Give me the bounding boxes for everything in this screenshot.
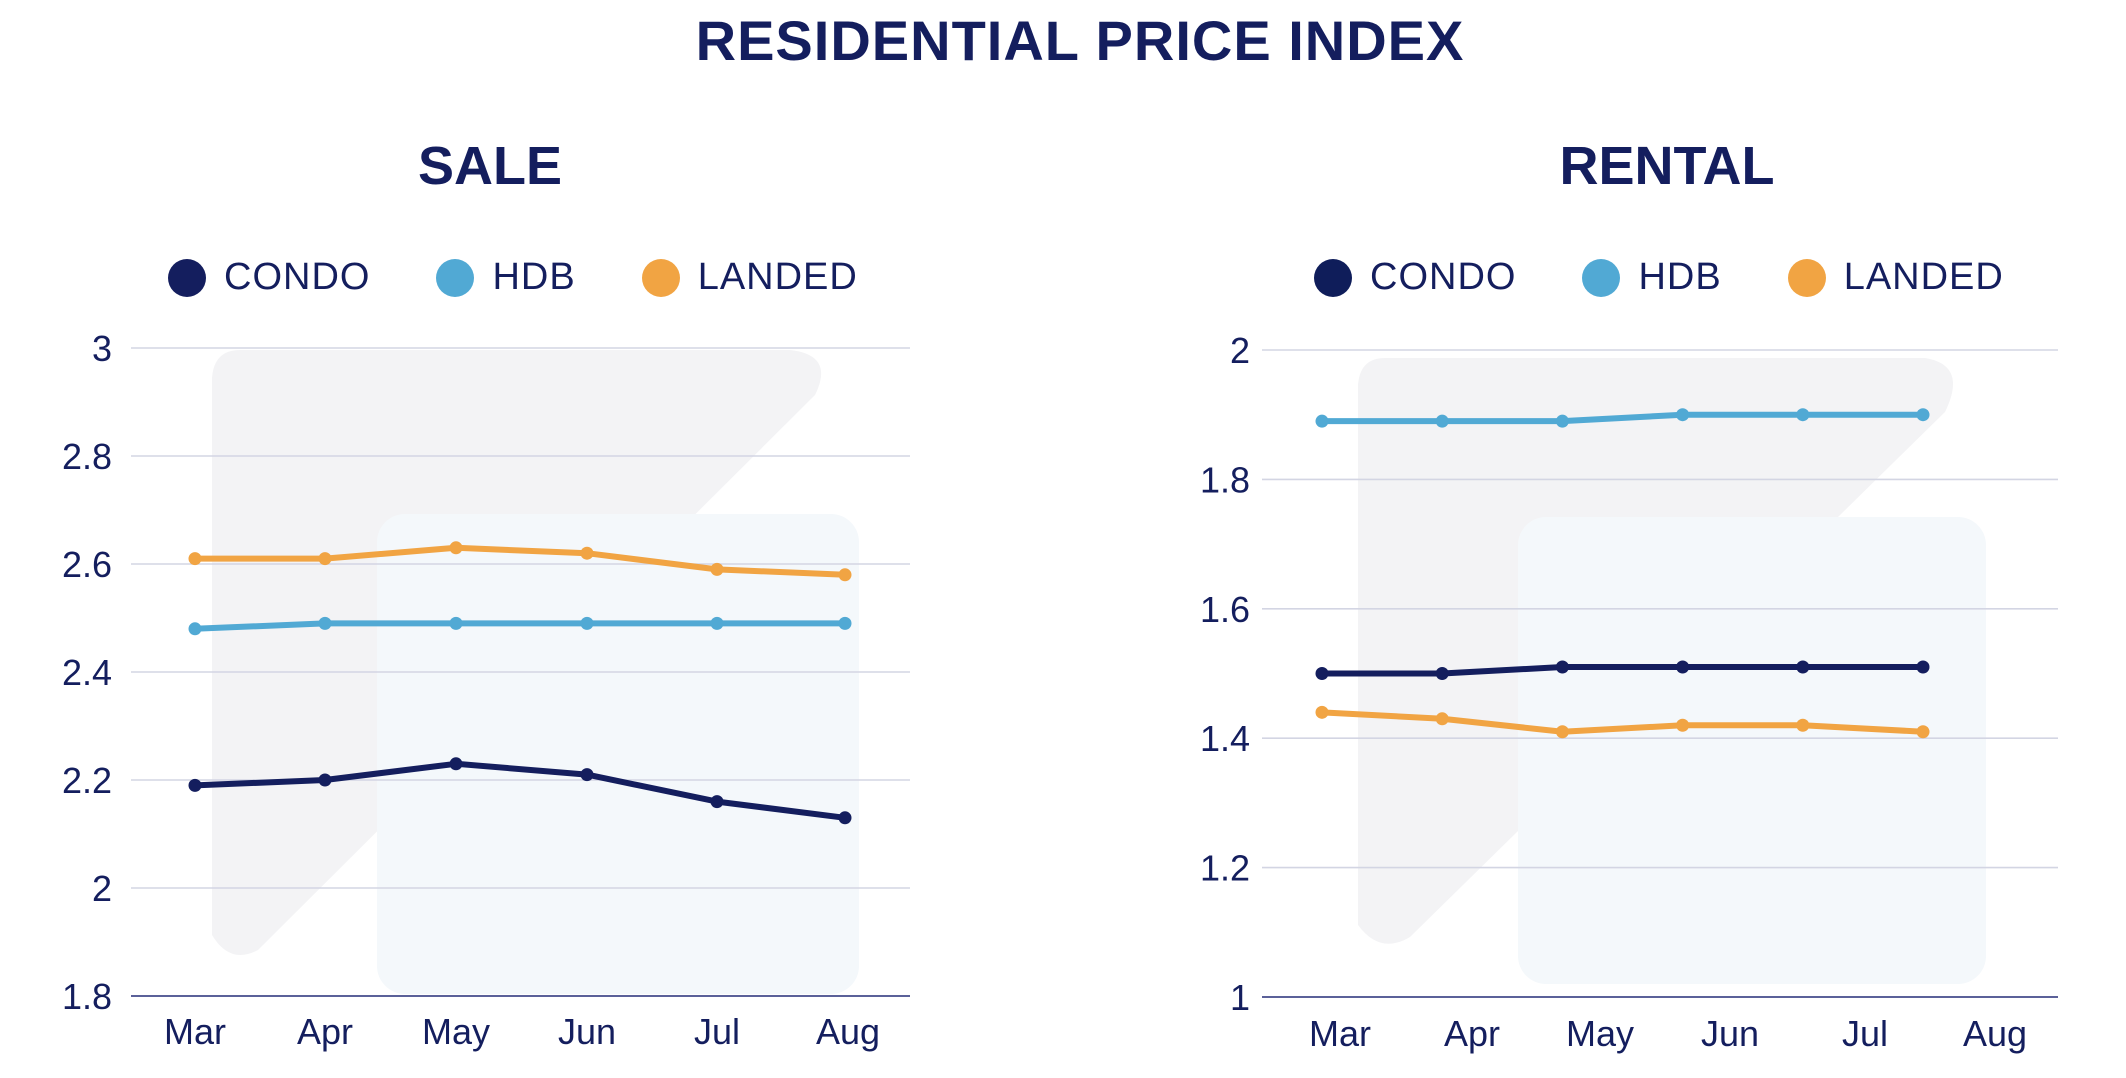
rental-series-line-hdb [1319,411,1926,425]
sale-data-point-hdb [188,622,202,636]
rental-data-point-hdb [1796,408,1810,422]
rental-data-point-hdb [1435,414,1449,428]
condo-dot-icon [1314,258,1352,297]
sale-data-point-hdb [318,616,332,630]
rental-y-tick-label: 1.4 [1200,718,1250,759]
rental-y-tick-label: 1.2 [1200,848,1250,889]
landed-dot-icon [641,258,680,297]
sale-x-tick-label: Jun [558,1011,616,1052]
rental-x-tick-label: Jun [1701,1013,1759,1054]
sale-y-tick-label: 2.6 [62,544,112,585]
rental-data-point-hdb [1555,414,1569,428]
rental-chart-title: RENTAL [1559,136,1775,196]
legend-label: HDB [1638,256,1722,298]
sale-data-point-hdb [710,616,724,630]
sale-data-point-landed [449,541,463,555]
sale-data-point-landed [710,562,724,576]
rental-legend: CONDO HDB LANDED [1314,256,2070,299]
condo-dot-icon [168,258,206,297]
legend-label: CONDO [1370,256,1517,298]
rental-data-point-hdb [1315,414,1329,428]
rental-data-point-landed [1676,718,1690,732]
rental-data-point-condo [1796,660,1810,674]
rental-series-line-landed [1319,709,1926,735]
rental-data-point-landed [1315,705,1329,719]
sale-y-tick-label: 1.8 [62,976,112,1017]
rental-x-tick-label: Apr [1444,1013,1500,1054]
rental-series-line-condo [1319,664,1926,677]
sale-data-point-hdb [449,616,463,630]
sale-data-point-condo [710,795,724,809]
sale-legend: CONDO HDB LANDED [168,256,924,299]
sale-data-point-landed [318,552,332,566]
rental-data-point-condo [1435,667,1449,680]
rental-data-point-hdb [1676,408,1690,422]
rental-y-tick-label: 2 [1230,330,1250,371]
rental-data-point-landed [1555,725,1569,739]
legend-item-hdb: HDB [1582,256,1721,299]
rental-data-point-condo [1555,660,1569,674]
legend-label: LANDED [697,256,858,298]
rental-y-tick-label: 1 [1230,977,1250,1018]
sale-x-tick-label: May [422,1011,490,1052]
sale-data-point-condo [188,778,202,792]
legend-label: CONDO [224,256,371,298]
rental-data-point-landed [1435,712,1449,726]
sale-series-line-hdb [192,620,848,632]
legend-item-hdb: HDB [436,256,575,299]
rental-x-tick-label: May [1566,1013,1634,1054]
legend-item-landed: LANDED [1787,256,2004,299]
sale-y-tick-label: 2.8 [62,436,112,477]
sale-data-point-landed [838,568,852,582]
sale-data-point-condo [838,811,852,825]
rental-x-tick-label: Aug [1963,1013,2027,1054]
sale-y-tick-label: 2.2 [62,760,112,801]
sale-y-tick-label: 3 [92,328,112,369]
sale-data-point-condo [318,773,332,787]
legend-label: HDB [492,256,576,298]
sale-data-point-condo [580,768,594,782]
legend-item-condo: CONDO [1314,256,1516,299]
page-title: RESIDENTIAL PRICE INDEX [695,9,1465,72]
rental-x-tick-label: Mar [1309,1013,1371,1054]
rental-x-tick-label: Jul [1842,1013,1888,1054]
rental-data-point-condo [1676,660,1690,674]
rental-data-point-landed [1796,718,1810,732]
sale-x-tick-label: Aug [816,1011,880,1052]
rental-data-point-landed [1916,725,1930,739]
rental-data-point-condo [1916,660,1930,674]
sale-y-tick-label: 2.4 [62,652,112,693]
legend-label: LANDED [1843,256,2004,298]
sale-data-point-hdb [838,616,852,630]
hdb-dot-icon [1582,258,1621,297]
sale-x-tick-label: Apr [297,1011,353,1052]
sale-watermark-logo [212,350,859,994]
sale-data-point-landed [188,552,202,566]
sale-y-tick-label: 2 [92,868,112,909]
landed-dot-icon [1787,258,1826,297]
sale-chart-title: SALE [417,136,563,196]
sale-x-tick-label: Jul [694,1011,740,1052]
legend-item-condo: CONDO [168,256,370,299]
sale-series-line-condo [192,760,848,821]
hdb-dot-icon [436,258,475,297]
sale-data-point-hdb [580,616,594,630]
sale-x-tick-label: Mar [164,1011,226,1052]
rental-data-point-condo [1315,667,1329,680]
legend-item-landed: LANDED [641,256,858,299]
rental-y-tick-label: 1.8 [1200,459,1250,500]
sale-data-point-condo [449,757,463,771]
sale-data-point-landed [580,546,594,560]
rental-y-tick-label: 1.6 [1200,589,1250,630]
rental-data-point-hdb [1916,408,1930,422]
sale-series-line-landed [192,544,848,578]
